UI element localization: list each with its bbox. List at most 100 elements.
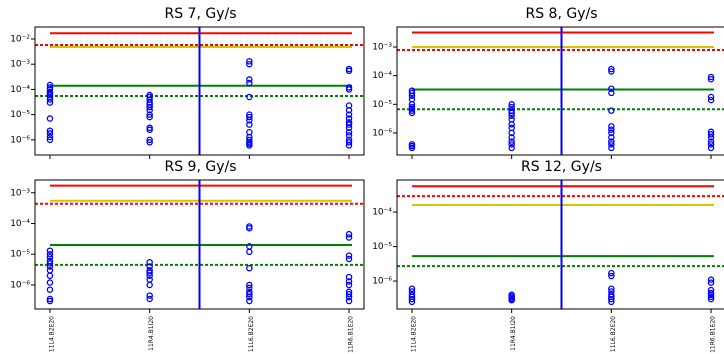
data-point — [46, 88, 54, 96]
data-point — [608, 85, 615, 92]
data-point — [146, 124, 153, 132]
y-tick-label: 10⁻⁶ — [372, 277, 392, 287]
data-point — [146, 281, 153, 289]
data-point — [508, 107, 515, 114]
data-point — [246, 223, 253, 230]
data-point — [508, 116, 515, 123]
data-point — [46, 295, 54, 303]
data-point — [345, 102, 353, 109]
x-tick-label: 11L6.B2E20 — [610, 316, 617, 352]
data-point — [345, 297, 353, 305]
data-point — [246, 264, 253, 272]
y-tick-label: 10⁻⁵ — [10, 110, 30, 120]
x-tick-label: 11R6.B1E20 — [348, 316, 355, 353]
data-point — [608, 68, 615, 75]
data-point — [707, 131, 715, 138]
data-point — [246, 111, 253, 118]
data-point — [408, 141, 416, 148]
data-point — [246, 76, 253, 83]
data-point — [246, 128, 253, 136]
data-point — [408, 87, 416, 94]
data-point — [46, 267, 54, 274]
data-point — [345, 118, 353, 126]
data-point — [508, 124, 515, 132]
data-point — [345, 278, 353, 285]
data-point — [46, 250, 54, 258]
data-point — [146, 136, 153, 144]
data-point — [345, 128, 353, 136]
data-point — [707, 73, 715, 81]
data-point — [608, 107, 615, 114]
y-tick-label: 10⁻⁵ — [372, 242, 392, 252]
data-point — [146, 96, 153, 103]
data-point — [246, 60, 253, 68]
data-point — [608, 89, 615, 97]
data-point — [46, 96, 54, 103]
plot-frame — [396, 26, 724, 156]
data-point — [146, 113, 153, 121]
data-point — [508, 134, 515, 141]
data-point — [146, 267, 153, 274]
data-point — [146, 111, 153, 118]
data-point — [345, 65, 353, 73]
data-point — [608, 126, 615, 133]
data-point — [146, 93, 153, 101]
data-point — [46, 257, 54, 265]
data-point — [508, 291, 515, 299]
data-point — [46, 81, 54, 89]
data-point — [345, 136, 353, 144]
data-point — [608, 123, 615, 130]
subplot: RS 8, Gy/s 10⁻⁶ 10⁻⁵ 10⁻⁴ 10⁻³ — [372, 6, 724, 159]
data-point — [408, 295, 416, 303]
data-point — [146, 263, 153, 270]
data-point — [707, 144, 715, 152]
data-point — [46, 253, 54, 261]
subplot-title: RS 7, Gy/s — [164, 6, 236, 22]
data-point — [345, 84, 353, 91]
data-point — [707, 293, 715, 301]
subplot: RS 9, Gy/s 10⁻⁶ 10⁻⁵ 10⁻⁴ 10⁻³ 11L4.B2E20 11R4… — [10, 159, 365, 353]
data-point — [508, 141, 515, 148]
data-point — [146, 91, 153, 99]
data-point — [146, 269, 153, 276]
data-point — [345, 132, 353, 139]
data-point — [246, 121, 253, 128]
data-point — [246, 113, 253, 121]
data-point — [146, 126, 153, 134]
x-tick-label: 11L6.B2E20 — [248, 316, 255, 352]
data-point — [246, 243, 253, 250]
data-point — [707, 141, 715, 148]
data-point — [146, 258, 153, 266]
x-tick-label: 11L4.B2E20 — [410, 316, 417, 352]
y-tick-label: 10⁻³ — [10, 188, 30, 198]
subplot-title: RS 9, Gy/s — [164, 159, 236, 175]
data-point — [508, 144, 515, 152]
y-tick-label: 10⁻⁶ — [10, 135, 30, 145]
data-point — [707, 295, 715, 303]
plot-frame — [34, 26, 365, 156]
plot-frame — [396, 179, 724, 310]
data-point — [345, 139, 353, 146]
data-point — [707, 286, 715, 294]
data-point — [608, 285, 615, 292]
subplot: RS 7, Gy/s 10⁻⁶ 10⁻⁵ 10⁻⁴ 10⁻³ 10⁻² — [10, 6, 365, 159]
data-point — [707, 276, 715, 283]
data-point — [508, 101, 515, 108]
data-point — [408, 96, 416, 103]
data-point — [408, 285, 416, 292]
x-tick-label: 11L4.B2E20 — [48, 316, 55, 352]
data-point — [608, 138, 615, 145]
data-point — [608, 141, 615, 148]
y-tick-label: 10⁻² — [10, 35, 30, 45]
y-tick-label: 10⁻⁶ — [10, 280, 30, 290]
data-point — [608, 129, 615, 137]
data-point — [608, 144, 615, 152]
data-point — [608, 65, 615, 73]
data-point — [146, 276, 153, 283]
data-point — [246, 281, 253, 289]
data-point — [707, 289, 715, 297]
data-point — [707, 279, 715, 286]
data-point — [146, 103, 153, 111]
data-point — [46, 84, 54, 91]
